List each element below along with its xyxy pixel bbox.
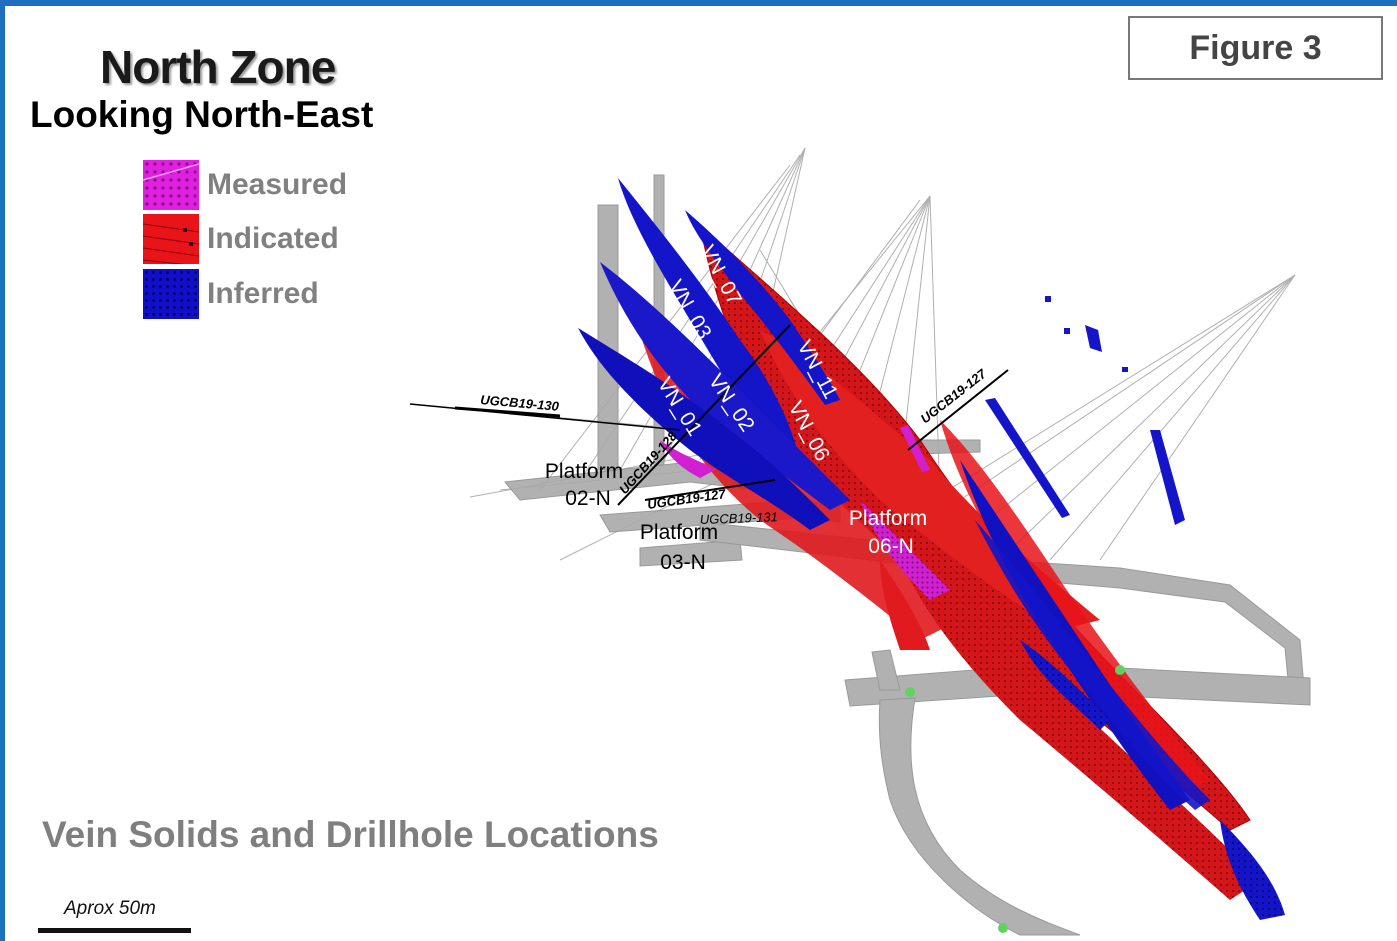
diagram-subtitle: Looking North-East	[30, 94, 374, 135]
diagram-title: North Zone	[100, 41, 336, 93]
platform-label: Platform	[640, 521, 718, 544]
legend-label-inferred: Inferred	[207, 277, 319, 310]
platform-label: 03-N	[660, 551, 706, 574]
platform-labels: Platform 02-N Platform 03-N Platform 06-…	[545, 460, 927, 574]
scale-bar	[38, 928, 191, 933]
drillhole-traces	[409, 324, 1009, 506]
measured-vein-solids	[660, 425, 950, 600]
drillhole-label: UGCB19-131	[700, 509, 779, 527]
inferred-swatch	[143, 269, 199, 319]
scale-label: Aprox 50m	[64, 898, 156, 919]
figure-label: Figure 3	[1128, 16, 1383, 80]
indicated-swatch	[143, 214, 199, 264]
figure-caption: Vein Solids and Drillhole Locations	[42, 814, 659, 855]
legend-label-indicated: Indicated	[207, 222, 339, 255]
marker-points	[905, 665, 1125, 933]
drillhole-label: UGCB19-127	[918, 366, 990, 427]
measured-swatch	[143, 160, 199, 210]
platform-label: Platform	[849, 507, 927, 530]
inferred-vein-solids	[578, 178, 1285, 920]
platform-label: Platform	[545, 460, 623, 483]
drillhole-label: UGCB19-130	[480, 392, 561, 414]
platform-label: 02-N	[565, 487, 611, 510]
legend-label-measured: Measured	[207, 168, 348, 201]
platform-label: 06-N	[868, 535, 914, 558]
